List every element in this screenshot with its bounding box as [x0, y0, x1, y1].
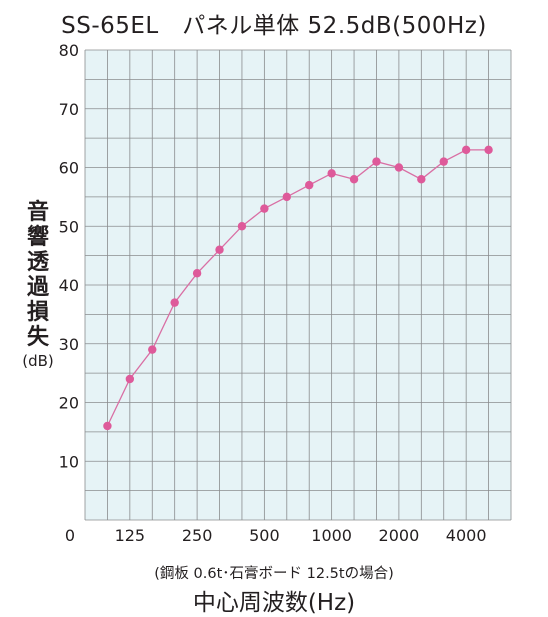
data-point — [394, 163, 404, 172]
data-point — [260, 204, 269, 213]
y-tick-label: 80 — [59, 41, 79, 60]
data-point — [103, 421, 112, 431]
series — [103, 145, 493, 431]
data-point — [215, 245, 224, 254]
x-tick-label: 125 — [115, 526, 146, 545]
x-tick-label: 500 — [249, 526, 280, 545]
y-axis-label-char: 損 — [26, 300, 49, 325]
data-point — [349, 175, 359, 184]
data-point — [192, 269, 202, 278]
y-tick-label: 60 — [59, 159, 79, 178]
data-point — [125, 374, 135, 384]
y-tick-label: 20 — [59, 394, 79, 413]
x-tick-label: 2000 — [379, 526, 420, 545]
y-axis-label-char: 透 — [26, 250, 49, 275]
y-tick-label: 70 — [59, 100, 79, 119]
x-tick-label: 4000 — [446, 526, 487, 545]
data-point — [282, 192, 291, 202]
data-point — [461, 145, 471, 155]
data-point — [305, 180, 314, 190]
measurement-note: (鋼板 0.6t･石膏ボード 12.5tの場合) — [154, 566, 394, 582]
chart: 10 20 30 40 50 60 70 80 0 125 250 500 1000 2000 4000 — [59, 41, 512, 545]
data-point — [417, 175, 426, 184]
y-tick-label: 30 — [59, 335, 79, 354]
data-point — [439, 157, 448, 166]
data-point — [237, 222, 247, 231]
series-line — [106, 149, 489, 427]
x-tick-label: 1000 — [311, 526, 352, 545]
y-axis-ticks: 10 20 30 40 50 60 70 80 0 — [59, 41, 79, 545]
data-point — [484, 145, 493, 155]
x-tick-label: 250 — [182, 526, 213, 545]
grid-lines — [84, 49, 512, 521]
x-axis-ticks: 125 250 500 1000 2000 4000 — [115, 526, 487, 545]
y-tick-label: 50 — [59, 217, 79, 236]
chart-title: SS-65EL パネル単体 52.5dB(500Hz) — [61, 13, 487, 39]
y-axis-label-text: 音響透過損失 — [18, 200, 58, 350]
x-axis-label: 中心周波数(Hz) — [192, 590, 356, 616]
data-point — [372, 157, 381, 166]
y-tick-label: 10 — [59, 452, 79, 471]
y-axis-label-char: 響 — [26, 225, 49, 250]
y-axis-label-char: 過 — [26, 275, 49, 300]
data-point — [148, 345, 157, 354]
origin-label: 0 — [65, 526, 75, 545]
y-tick-label: 40 — [59, 276, 79, 295]
y-axis-label-char: 失 — [26, 325, 49, 350]
y-axis-unit: (dB) — [22, 352, 54, 370]
data-point — [327, 169, 336, 178]
data-point — [170, 298, 179, 307]
y-axis-label-char: 音 — [26, 200, 49, 225]
y-axis-label: 音響透過損失 (dB) — [18, 200, 58, 370]
